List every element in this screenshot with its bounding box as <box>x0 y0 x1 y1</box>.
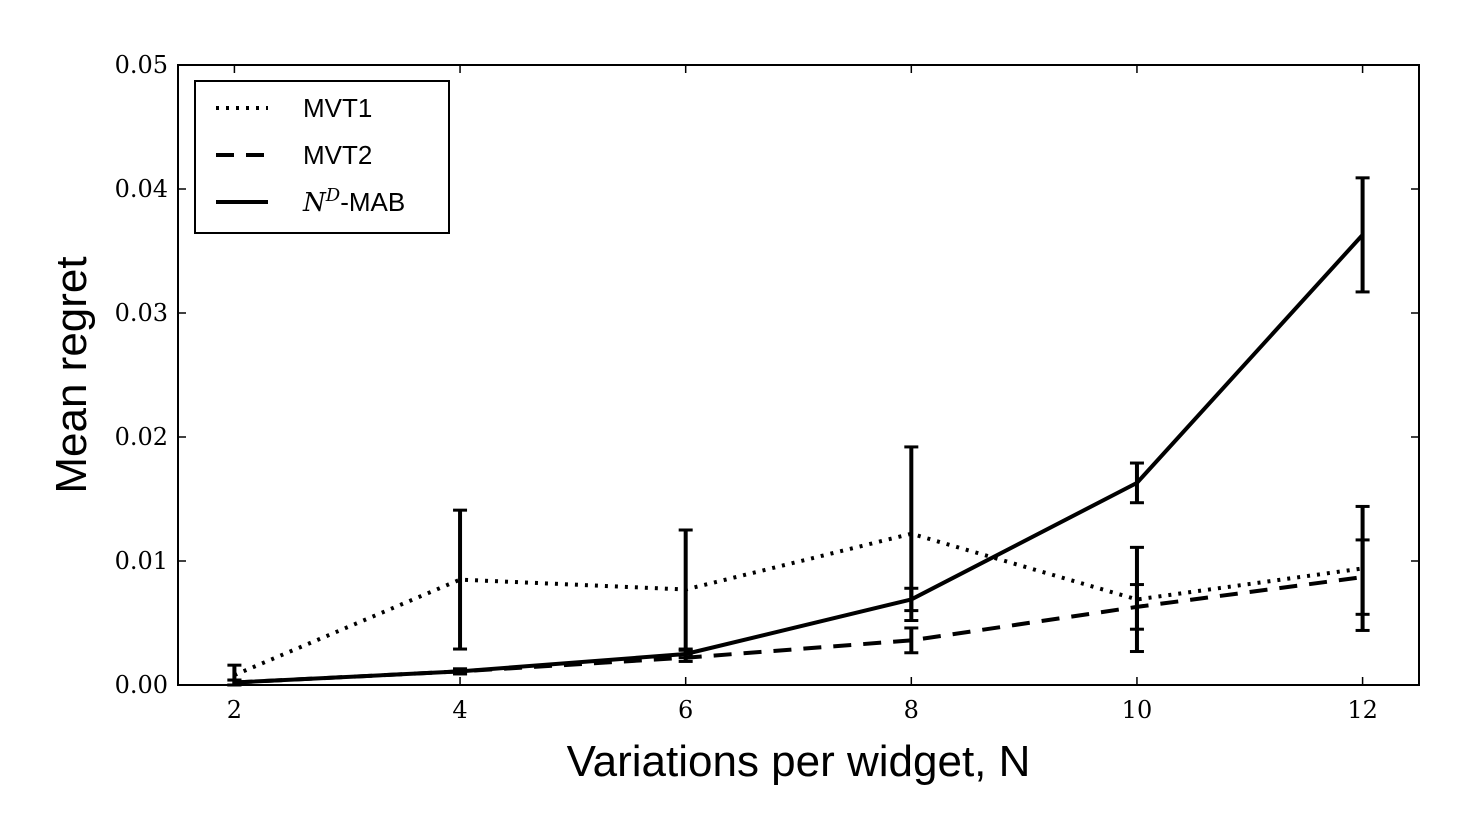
axis-ticks <box>178 64 1419 686</box>
y-tick-label: 0.03 <box>115 299 168 327</box>
legend-label-mvt1: MVT1 <box>303 93 372 123</box>
x-tick-label: 2 <box>227 696 242 724</box>
x-axis-label: Variations per widget, N <box>567 737 1031 786</box>
legend-label-nd-mab-base: N <box>302 188 327 218</box>
x-tick-label: 10 <box>1122 696 1153 724</box>
x-tick-label: 8 <box>904 696 919 724</box>
x-tick-label: 4 <box>452 696 467 724</box>
error-bar-n-d-mab <box>678 648 693 660</box>
series-line-n-d-mab <box>234 233 1365 685</box>
error-bar-n-d-mab <box>453 667 468 676</box>
y-tick-label: 0.02 <box>115 423 168 451</box>
error-bar-n-d-mab <box>1129 461 1144 505</box>
error-bar-n-d-mab <box>1355 176 1370 294</box>
error-bar-mvt2 <box>1129 583 1144 631</box>
y-axis-label: Mean regret <box>47 256 96 493</box>
legend: MVT1 MVT2 ND-MAB <box>194 80 450 234</box>
error-bar-mvt1 <box>453 508 468 651</box>
legend-label-nd-mab-sup: D <box>325 185 341 206</box>
legend-label-nd-mab-suffix: -MAB <box>340 187 405 217</box>
legend-label-mvt2: MVT2 <box>303 140 372 170</box>
x-tick-label: 12 <box>1347 696 1378 724</box>
legend-label-nd-mab: ND-MAB <box>302 185 405 219</box>
y-tick-label: 0.04 <box>115 175 168 203</box>
error-bar-mvt2 <box>1355 538 1370 616</box>
y-tick-label: 0.01 <box>115 547 168 575</box>
y-tick-label: 0.00 <box>115 671 168 699</box>
error-bar-mvt2 <box>904 626 919 655</box>
y-tick-label: 0.05 <box>115 51 168 79</box>
axis-tick-labels: 2 4 6 8 10 12 0.00 0.01 0.02 0.03 0.04 0.05 <box>115 51 1378 724</box>
plot-frame <box>177 64 1420 686</box>
error-bar-n-d-mab <box>904 586 919 613</box>
x-tick-label: 6 <box>678 696 693 724</box>
